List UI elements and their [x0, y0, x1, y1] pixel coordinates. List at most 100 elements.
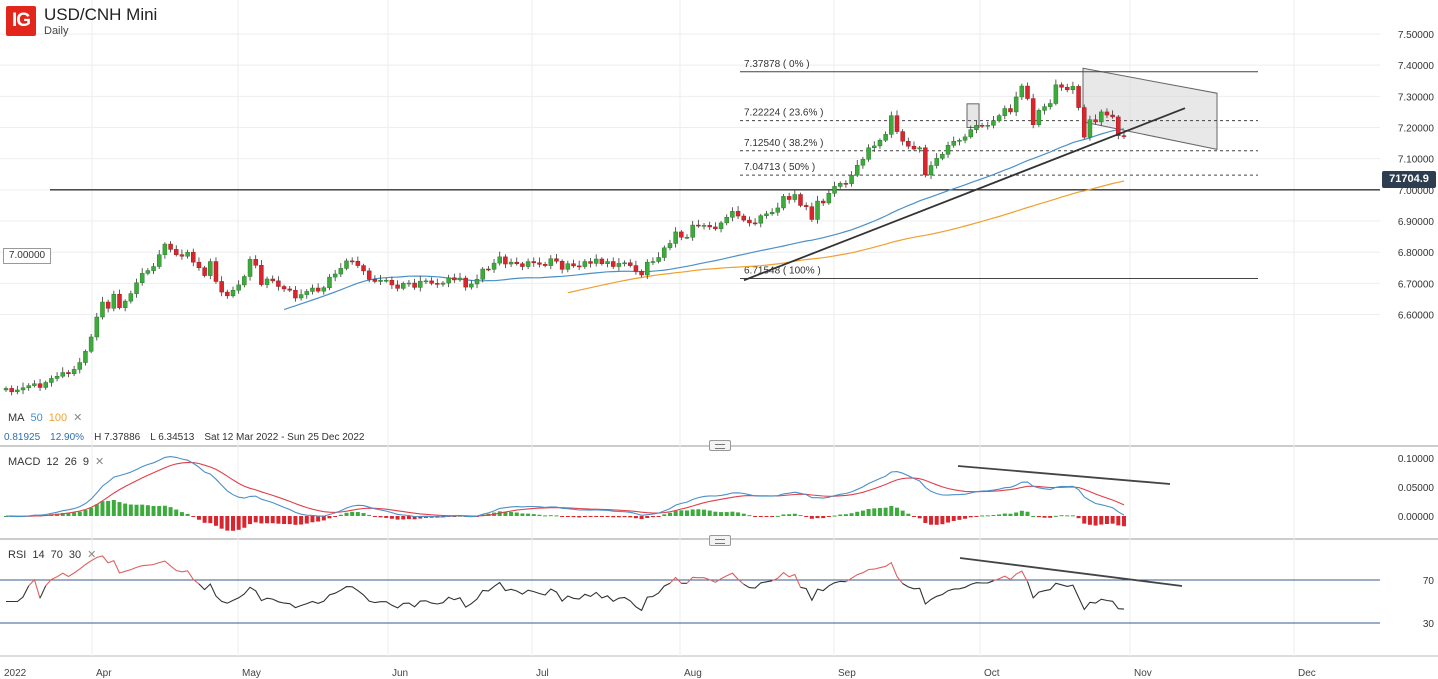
candle-body [100, 301, 105, 318]
macd-histogram-bar [713, 511, 718, 516]
macd-histogram-bar [548, 515, 553, 517]
candle-body [15, 389, 20, 393]
macd-histogram-bar [458, 515, 462, 517]
macd-legend[interactable]: MACD 12 26 9 ✕ [8, 455, 110, 468]
candle-body [179, 254, 185, 257]
candle-body [344, 260, 349, 269]
macd-histogram-bar [1104, 516, 1109, 525]
x-tick-label: Apr [96, 668, 112, 679]
candle-body [1121, 135, 1127, 137]
macd-histogram-bar [60, 512, 65, 516]
rsi-p3: 30 [68, 549, 82, 561]
x-tick-label: Nov [1134, 668, 1152, 679]
ma-legend[interactable]: MA 50 100 ✕ [8, 411, 88, 424]
candle-body [650, 261, 656, 263]
candle-body [803, 205, 809, 207]
candle-body [889, 115, 894, 135]
macd-histogram-bar [1065, 515, 1070, 517]
ma-label: MA [8, 412, 25, 424]
close-icon[interactable]: ✕ [73, 412, 83, 424]
candle-body [497, 256, 502, 264]
candle-body [145, 270, 151, 274]
candle-body [508, 261, 514, 265]
macd-histogram-bar [134, 504, 139, 516]
candle-body [1053, 84, 1059, 104]
macd-histogram-bar [543, 515, 548, 517]
pane-resize-handle[interactable] [709, 440, 731, 451]
macd-histogram-bar [1093, 516, 1098, 526]
macd-histogram-bar [968, 516, 973, 518]
candle-body [962, 136, 968, 141]
macd-histogram-bar [117, 502, 122, 516]
candle-body [321, 287, 327, 292]
rsi-line [28, 578, 41, 599]
macd-histogram-bar [588, 516, 593, 518]
close-icon[interactable]: ✕ [95, 456, 105, 468]
candle-body [718, 222, 724, 230]
macd-histogram-bar [645, 516, 650, 518]
macd-histogram-bar [219, 516, 224, 529]
macd-histogram-bar [72, 512, 77, 516]
macd-histogram-bar [287, 516, 292, 525]
macd-histogram-bar [231, 516, 235, 531]
candle-body [168, 243, 173, 250]
candle-body [934, 158, 939, 166]
candle-body [855, 164, 860, 176]
macd-histogram-bar [770, 516, 775, 517]
candle-body [1099, 111, 1104, 123]
rsi-line [6, 585, 30, 603]
stats-bar: 0.81925 12.90% H 7.37886 L 6.34513 Sat 12 Ma… [4, 432, 374, 443]
macd-histogram-bar [509, 511, 514, 516]
candle-body [264, 278, 270, 285]
macd-histogram-bar [685, 510, 689, 516]
macd-histogram-bar [673, 510, 678, 516]
stat-range: Sat 12 Mar 2022 - Sun 25 Dec 2022 [204, 432, 365, 443]
candle-body [37, 383, 43, 388]
macd-histogram-bar [378, 516, 383, 518]
macd-histogram-bar [1014, 512, 1019, 516]
macd-histogram-bar [401, 516, 406, 520]
close-icon[interactable]: ✕ [87, 549, 97, 561]
candle-body [315, 287, 321, 292]
macd-histogram-bar [753, 516, 758, 517]
macd-histogram-bar [792, 513, 797, 516]
macd-histogram-bar [236, 516, 241, 530]
x-tick-label: Jul [536, 668, 549, 679]
level-box-7[interactable]: 7.00000 [3, 248, 51, 264]
candle-body [452, 277, 457, 281]
candle-body [202, 267, 207, 276]
candle-body [1002, 108, 1008, 116]
macd-histogram-bar [877, 507, 882, 516]
candle-body [968, 129, 973, 138]
macd-histogram-bar [826, 516, 831, 517]
candle-body [366, 270, 372, 280]
macd-histogram-bar [361, 513, 366, 516]
rsi-line [771, 571, 802, 588]
candle-body [372, 279, 378, 282]
macd-histogram-bar [321, 516, 326, 521]
macd-histogram-bar [611, 516, 616, 518]
x-tick-label: May [242, 668, 261, 679]
macd-histogram-bar [304, 516, 309, 524]
candle-body [134, 282, 139, 294]
macd-histogram-bar [679, 510, 684, 516]
fib-level-label: 7.37878 ( 0% ) [744, 59, 810, 70]
macd-histogram-bar [923, 516, 928, 523]
rsi-legend[interactable]: RSI 14 70 30 ✕ [8, 548, 102, 561]
macd-histogram-bar [809, 516, 814, 519]
candle-body [1025, 85, 1030, 99]
descending-channel [1082, 67, 1218, 150]
candle-body [1070, 86, 1076, 91]
fib-level-label: 7.04713 ( 50% ) [744, 162, 815, 173]
candle-body [1008, 108, 1013, 113]
candle-body [1116, 116, 1121, 136]
candle-body [1047, 103, 1053, 107]
stat-a: 0.81925 [4, 432, 41, 443]
macd-y-tick: 0.10000 [1398, 454, 1435, 465]
pane-resize-handle[interactable] [709, 535, 731, 546]
candle-body [1087, 119, 1093, 138]
candle-body [520, 263, 525, 267]
candle-body [1082, 107, 1087, 138]
x-tick-label: Jun [392, 668, 408, 679]
